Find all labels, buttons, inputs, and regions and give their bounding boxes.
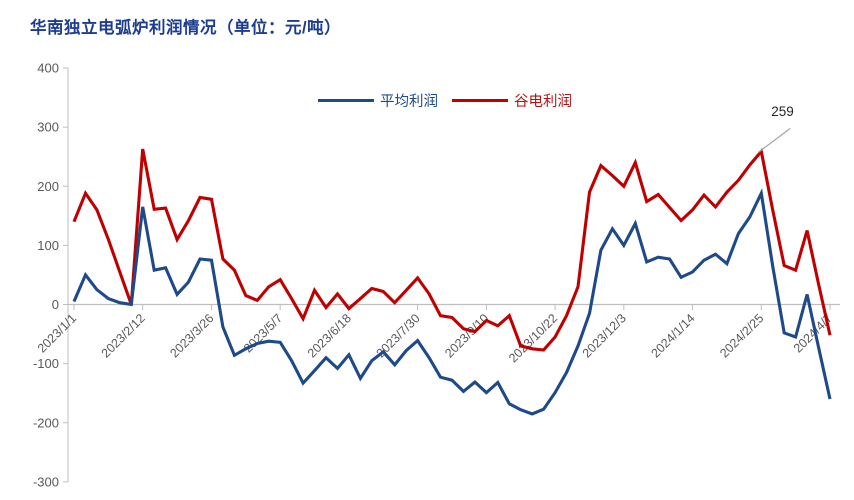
legend-label-average-profit: 平均利润 bbox=[380, 94, 438, 110]
x-tick-label: 2023/2/12 bbox=[99, 311, 148, 360]
y-tick-label: 400 bbox=[37, 61, 59, 76]
y-tick-label: 100 bbox=[37, 238, 59, 253]
y-tick-label: 300 bbox=[37, 120, 59, 135]
valley-profit-line bbox=[72, 147, 832, 352]
legend: 平均利润 谷电利润 bbox=[318, 90, 572, 111]
legend-line-valley-profit bbox=[452, 99, 508, 102]
y-tick-label: -100 bbox=[33, 356, 59, 371]
annotation-callout-line bbox=[757, 127, 791, 153]
x-tick-label: 2024/1/14 bbox=[648, 311, 697, 360]
y-tick-label: 200 bbox=[37, 179, 59, 194]
average-profit-line bbox=[72, 188, 832, 416]
legend-label-valley-profit: 谷电利润 bbox=[514, 94, 572, 110]
x-tick-label: 2023/1/1 bbox=[35, 311, 79, 355]
y-tick-label: 0 bbox=[52, 297, 59, 312]
peak-value-annotation: 259 bbox=[771, 104, 794, 120]
x-tick-label: 2023/3/26 bbox=[167, 311, 216, 360]
chart-title: 华南独立电弧炉利润情况（单位：元/吨） bbox=[30, 19, 342, 37]
x-tick-label: 2023/6/18 bbox=[305, 311, 354, 360]
y-tick-label: -300 bbox=[33, 474, 59, 489]
legend-line-average-profit bbox=[318, 99, 374, 102]
y-tick-label: -200 bbox=[33, 415, 59, 430]
x-tick-label: 2024/2/25 bbox=[717, 311, 766, 360]
